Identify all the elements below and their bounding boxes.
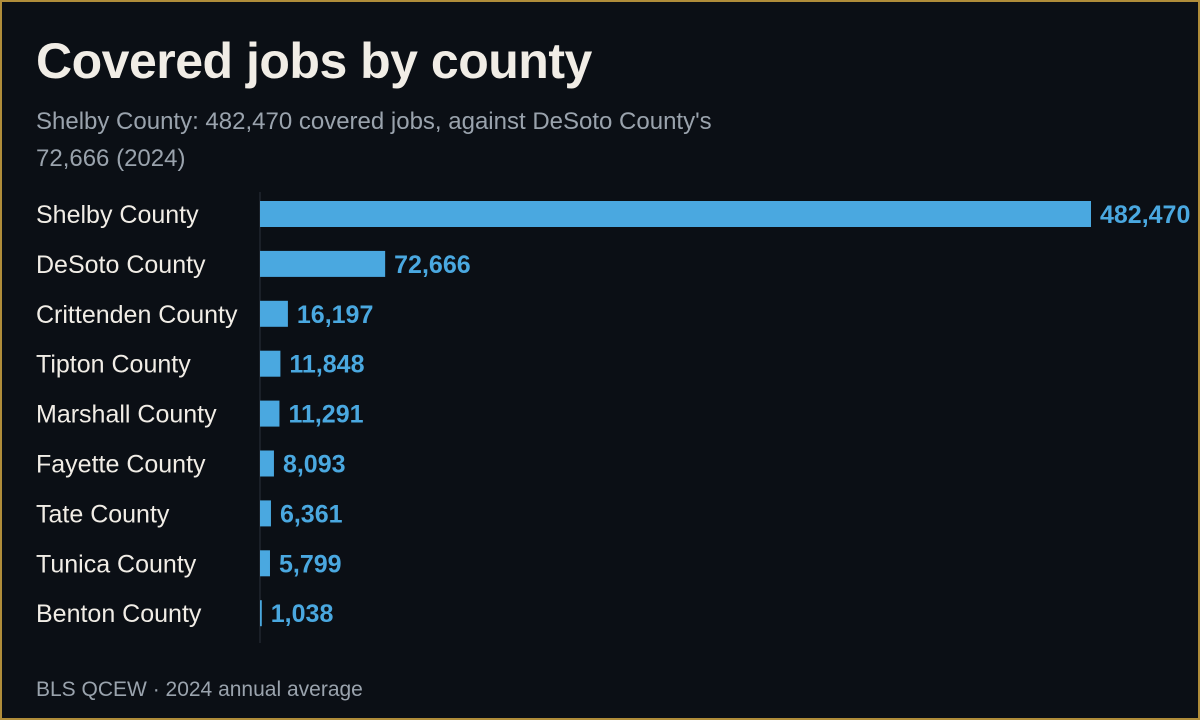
- chart-source: BLS QCEW · 2024 annual average: [36, 678, 363, 701]
- category-label-tate-county: Tate County: [36, 500, 170, 528]
- bar-marshall-county: [260, 400, 280, 427]
- value-label-tipton-county: 11,848: [289, 351, 364, 379]
- bar-tate-county: [260, 500, 271, 527]
- value-label-desoto-county: 72,666: [394, 251, 470, 279]
- bar-desoto-county: [260, 250, 386, 277]
- bar-shelby-county: [260, 201, 1091, 227]
- category-label-shelby-county: Shelby County: [36, 201, 199, 229]
- value-label-fayette-county: 8,093: [283, 451, 346, 479]
- bar-tipton-county: [260, 350, 281, 377]
- category-label-tipton-county: Tipton County: [36, 351, 191, 379]
- chart-title: Covered jobs by county: [36, 33, 592, 89]
- value-label-tate-county: 6,361: [280, 500, 343, 528]
- value-label-shelby-county: 482,470: [1100, 201, 1190, 229]
- value-label-crittenden-county: 16,197: [297, 301, 373, 329]
- category-label-benton-county: Benton County: [36, 600, 202, 628]
- category-label-tunica-county: Tunica County: [36, 550, 197, 578]
- bar-tunica-county: [260, 550, 270, 577]
- category-label-crittenden-county: Crittenden County: [36, 301, 238, 329]
- category-label-desoto-county: DeSoto County: [36, 251, 206, 279]
- category-label-marshall-county: Marshall County: [36, 401, 217, 429]
- value-label-benton-county: 1,038: [271, 600, 334, 628]
- chart-subtitle: Shelby County: 482,470 covered jobs, aga…: [36, 108, 712, 172]
- bar-crittenden-county: [260, 300, 288, 327]
- value-label-marshall-county: 11,291: [288, 401, 363, 429]
- category-label-fayette-county: Fayette County: [36, 451, 206, 479]
- value-label-tunica-county: 5,799: [279, 550, 342, 578]
- bar-fayette-county: [260, 450, 274, 477]
- bar-benton-county: [260, 600, 262, 627]
